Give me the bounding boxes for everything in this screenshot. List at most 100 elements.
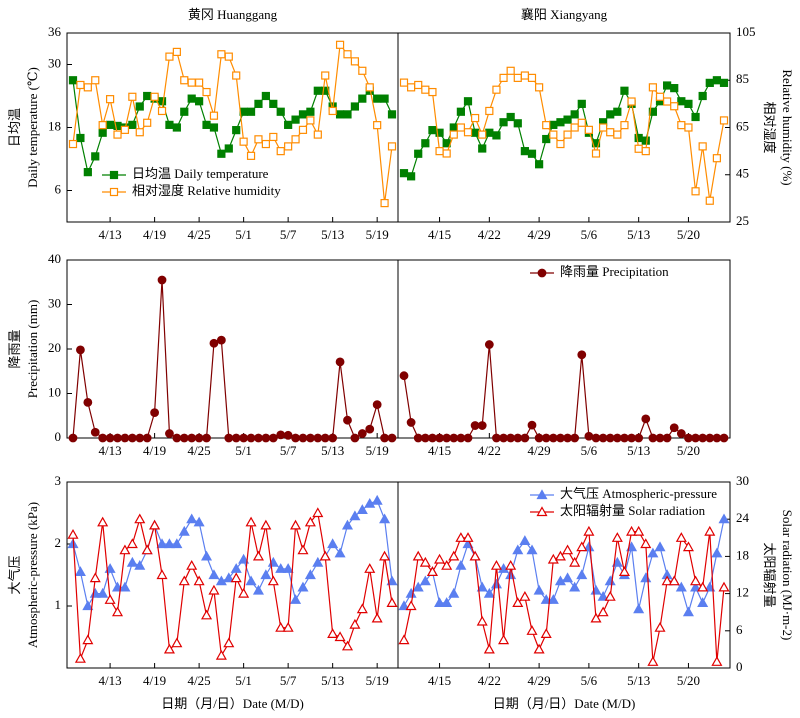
marker [209,123,219,132]
marker [157,275,167,285]
marker [320,433,330,443]
marker [663,97,672,106]
marker [104,594,116,604]
marker [349,510,361,521]
marker [712,433,722,443]
marker [526,625,538,635]
marker [143,91,152,101]
marker [477,421,487,430]
marker [542,121,551,130]
marker [463,128,473,137]
marker [297,544,309,555]
marker [120,433,130,443]
marker [590,612,602,623]
marker [180,76,189,85]
marker [365,83,374,92]
marker [165,429,174,438]
marker [372,400,382,410]
marker [485,106,494,116]
marker [380,433,389,443]
marker [591,149,601,158]
marker [662,433,672,443]
marker [520,147,529,156]
marker [569,581,581,592]
series-line [72,511,393,659]
x-tick-label: 4/25 [188,443,211,458]
marker [647,547,659,558]
marker [705,196,714,205]
marker [633,603,645,614]
marker [462,532,474,542]
marker [456,107,465,116]
marker [343,50,352,59]
marker [260,569,272,580]
marker [156,538,168,549]
marker [350,57,360,66]
marker [328,106,337,116]
series-line [72,279,392,439]
marker [549,130,558,139]
marker [215,649,227,660]
marker [126,538,138,549]
marker [570,123,579,132]
x-tick-label: 4/19 [143,673,166,688]
marker [569,556,581,567]
marker [321,71,330,80]
marker [373,94,382,103]
marker [435,147,444,156]
marker [414,149,423,158]
marker [697,597,709,607]
marker [171,538,183,549]
marker [677,121,686,130]
marker [387,142,397,151]
marker [506,433,516,443]
marker [704,525,716,536]
x-tick-label: 4/22 [478,443,501,458]
marker [469,550,481,561]
marker [358,94,367,103]
marker [215,575,227,586]
marker [186,513,198,524]
y-tick-label: 6 [55,181,62,196]
marker [663,81,672,90]
marker [246,433,256,443]
marker [68,139,78,149]
y2-tick-label: 0 [736,659,743,674]
marker [527,420,537,430]
marker [291,135,300,144]
marker [82,634,94,645]
marker [379,550,391,561]
marker [577,350,587,360]
marker [428,433,437,443]
x-tick-label: 4/13 [99,673,122,688]
marker [120,125,130,134]
marker [691,187,700,196]
marker [527,149,537,158]
marker [412,550,424,561]
marker [492,433,501,443]
marker [455,559,467,570]
marker [435,433,444,443]
marker [252,584,264,595]
marker [634,144,643,153]
marker [399,371,409,381]
marker [556,139,565,149]
marker [541,433,551,443]
marker [640,538,652,549]
marker [420,433,430,443]
y2-tick-label: 30 [736,473,749,488]
marker [641,147,650,156]
marker [150,408,160,418]
marker [549,120,558,129]
marker [135,102,144,111]
marker [492,131,501,140]
marker [313,86,322,95]
marker [283,430,293,440]
marker [319,550,331,561]
marker [407,83,416,92]
marker [476,581,488,592]
marker [254,433,263,443]
marker [463,97,473,106]
marker [513,433,523,443]
marker [570,433,580,443]
